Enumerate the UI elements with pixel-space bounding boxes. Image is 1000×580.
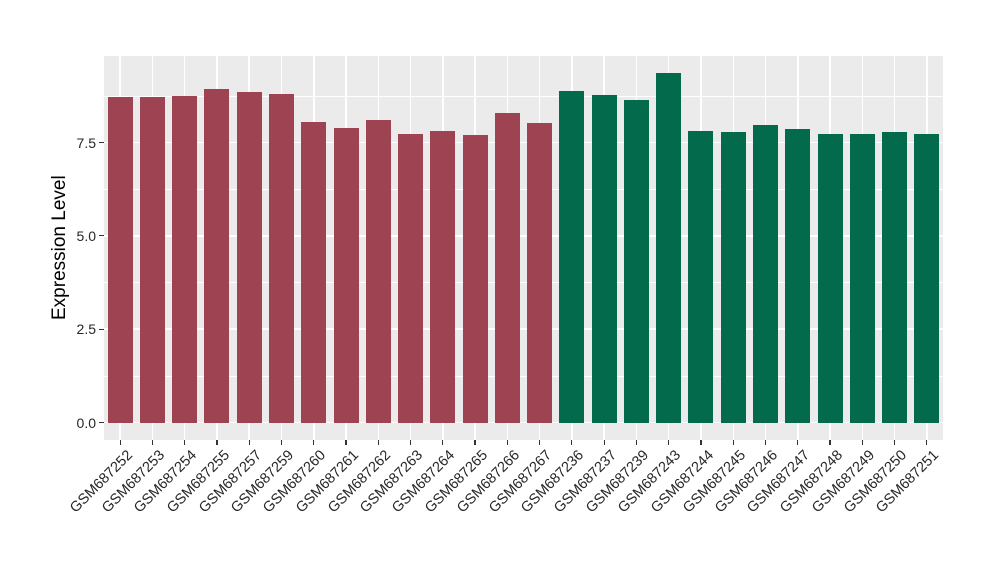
gridline-major-horizontal bbox=[104, 328, 943, 330]
bar bbox=[172, 96, 198, 423]
bar bbox=[559, 90, 585, 423]
bar bbox=[753, 124, 779, 423]
x-tick-mark bbox=[829, 440, 831, 445]
x-tick-mark bbox=[571, 440, 573, 445]
y-tick-label: 0.0 bbox=[76, 414, 96, 431]
x-tick-mark bbox=[313, 440, 315, 445]
x-tick-mark bbox=[377, 440, 379, 445]
bar bbox=[430, 130, 456, 423]
y-tick-label: 2.5 bbox=[76, 321, 96, 338]
x-tick-mark bbox=[345, 440, 347, 445]
x-tick-mark bbox=[506, 440, 508, 445]
x-tick-mark bbox=[797, 440, 799, 445]
bar bbox=[139, 96, 165, 423]
x-tick-mark bbox=[732, 440, 734, 445]
x-tick-mark bbox=[764, 440, 767, 445]
bar bbox=[785, 128, 811, 423]
x-tick-mark bbox=[248, 440, 250, 445]
bar bbox=[817, 133, 843, 423]
gridline-major-horizontal bbox=[104, 235, 943, 237]
bar bbox=[882, 131, 908, 423]
bar bbox=[268, 93, 294, 423]
bar bbox=[527, 122, 553, 423]
x-tick-mark bbox=[280, 440, 283, 445]
x-tick-mark bbox=[151, 440, 153, 445]
x-tick-mark bbox=[539, 440, 541, 445]
x-tick-mark bbox=[119, 440, 121, 445]
bar bbox=[236, 92, 262, 423]
x-tick-mark bbox=[700, 440, 702, 445]
bar bbox=[494, 112, 520, 423]
x-tick-mark bbox=[668, 440, 670, 445]
y-tick-label: 7.5 bbox=[76, 134, 96, 151]
y-tick-mark bbox=[99, 328, 104, 330]
y-tick-mark bbox=[99, 141, 104, 144]
bar bbox=[688, 130, 714, 423]
bar bbox=[333, 127, 359, 423]
bar bbox=[591, 95, 617, 423]
gridline-major-horizontal bbox=[104, 421, 943, 424]
gridline-minor-horizontal bbox=[104, 188, 943, 190]
bar bbox=[462, 134, 488, 423]
bar bbox=[849, 133, 875, 423]
bar bbox=[398, 133, 424, 423]
bar bbox=[656, 73, 682, 423]
x-tick-mark bbox=[442, 440, 444, 445]
x-tick-mark bbox=[603, 440, 605, 445]
gridline-minor-horizontal bbox=[104, 375, 943, 377]
bar bbox=[365, 119, 391, 423]
gridline-minor-horizontal bbox=[104, 95, 943, 97]
bar bbox=[301, 121, 327, 423]
plot-panel bbox=[104, 56, 943, 440]
x-tick-mark bbox=[926, 440, 928, 445]
x-tick-mark bbox=[474, 440, 476, 445]
gridline-major-horizontal bbox=[104, 141, 943, 144]
x-tick-mark bbox=[409, 440, 412, 445]
x-tick-mark bbox=[861, 440, 863, 445]
bar bbox=[914, 133, 940, 423]
y-axis-title: Expression Level bbox=[49, 175, 70, 321]
y-tick-mark bbox=[99, 421, 104, 424]
y-tick-mark bbox=[99, 235, 104, 237]
y-tick-label: 5.0 bbox=[76, 227, 96, 244]
bar bbox=[204, 89, 230, 423]
gridline-minor-horizontal bbox=[104, 282, 943, 283]
bar bbox=[623, 99, 649, 423]
bar bbox=[720, 132, 746, 423]
x-tick-mark bbox=[216, 440, 218, 445]
x-tick-mark bbox=[184, 440, 186, 445]
bar bbox=[107, 96, 133, 423]
x-tick-mark bbox=[893, 440, 896, 445]
x-tick-mark bbox=[635, 440, 638, 445]
